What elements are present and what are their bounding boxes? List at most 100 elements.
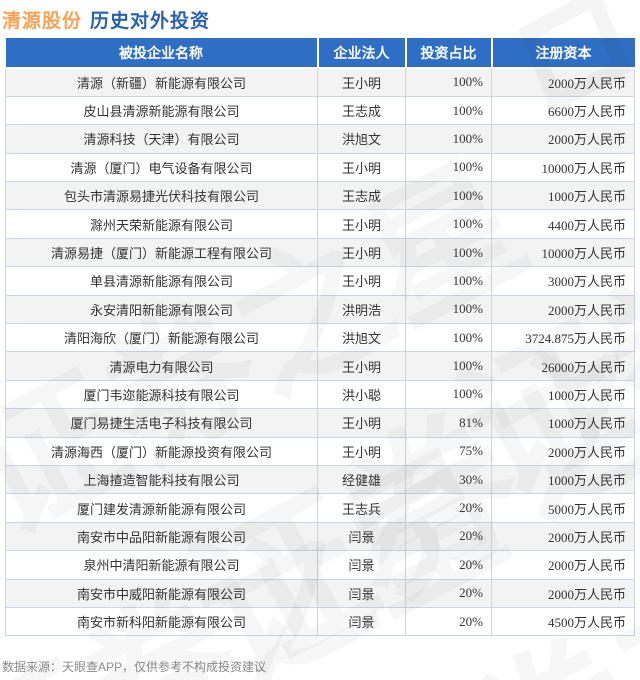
registered-capital-cell: 2000万人民币 bbox=[491, 521, 635, 552]
table-row: 清源海西（厦门）新能源投资有限公司 王小明 75% 2000万人民币 bbox=[5, 436, 635, 466]
table-row: 南安市中品阳新能源有限公司 闫景 20% 2000万人民币 bbox=[5, 521, 635, 552]
registered-capital-cell: 4400万人民币 bbox=[491, 209, 635, 239]
table-row: 包头市清源易捷光伏科技有限公司 王志成 100% 1000万人民币 bbox=[5, 181, 635, 211]
table-row: 皮山县清源新能源有限公司 王志成 100% 6600万人民币 bbox=[5, 95, 635, 126]
company-name-cell: 包头市清源易捷光伏科技有限公司 bbox=[5, 181, 318, 211]
registered-capital-cell: 3000万人民币 bbox=[491, 266, 635, 296]
legal-rep-cell: 王志兵 bbox=[317, 493, 406, 523]
stock-name: 清源股份 bbox=[2, 11, 83, 32]
registered-capital-cell: 10000万人民币 bbox=[491, 152, 635, 183]
investment-ratio-cell: 100% bbox=[405, 294, 492, 325]
legal-rep-cell: 王小明 bbox=[317, 408, 406, 438]
investment-ratio-cell: 81% bbox=[405, 408, 492, 438]
investment-ratio-cell: 100% bbox=[405, 67, 492, 97]
company-name-cell: 南安市新科阳新能源有限公司 bbox=[5, 606, 318, 637]
investment-ratio-cell: 100% bbox=[405, 209, 492, 239]
table-row: 厦门建发清源新能源有限公司 王志兵 20% 5000万人民币 bbox=[5, 493, 635, 523]
company-name-cell: 滁州天荣新能源有限公司 bbox=[5, 209, 318, 239]
registered-capital-cell: 2000万人民币 bbox=[491, 294, 635, 325]
table-row: 清源电力有限公司 王小明 100% 26000万人民币 bbox=[5, 351, 635, 381]
page-title: 清源股份 历史对外投资 bbox=[2, 6, 210, 33]
company-name-cell: 清源易捷（厦门）新能源工程有限公司 bbox=[5, 237, 318, 268]
table-row: 上海揸造智能科技有限公司 经健雄 30% 1000万人民币 bbox=[5, 464, 635, 495]
table-row: 厦门易捷生活电子科技有限公司 王小明 81% 1000万人民币 bbox=[5, 408, 635, 438]
investment-ratio-cell: 100% bbox=[405, 351, 492, 381]
registered-capital-cell: 2000万人民币 bbox=[491, 578, 635, 608]
registered-capital-cell: 6600万人民币 bbox=[491, 95, 635, 126]
legal-rep-cell: 王志成 bbox=[317, 95, 406, 126]
legal-rep-cell: 闫景 bbox=[317, 521, 406, 552]
registered-capital-cell: 4500万人民币 bbox=[491, 606, 635, 637]
company-name-cell: 清源（厦门）电气设备有限公司 bbox=[5, 152, 318, 183]
investment-ratio-cell: 20% bbox=[405, 550, 492, 580]
legal-rep-cell: 王小明 bbox=[317, 237, 406, 268]
legal-rep-cell: 王小明 bbox=[317, 351, 406, 381]
table-row: 泉州中清阳新能源有限公司 闫景 20% 2000万人民币 bbox=[5, 550, 635, 580]
legal-rep-cell: 王小明 bbox=[317, 266, 406, 296]
investment-ratio-cell: 100% bbox=[405, 95, 492, 126]
registered-capital-cell: 3724.875万人民币 bbox=[491, 323, 635, 353]
investment-ratio-cell: 30% bbox=[405, 464, 492, 495]
legal-rep-cell: 经健雄 bbox=[317, 464, 406, 495]
investment-ratio-cell: 100% bbox=[405, 152, 492, 183]
investment-ratio-cell: 20% bbox=[405, 521, 492, 552]
registered-capital-cell: 1000万人民币 bbox=[491, 181, 635, 211]
registered-capital-cell: 2000万人民币 bbox=[491, 550, 635, 580]
table-row: 永安清阳新能源有限公司 洪明浩 100% 2000万人民币 bbox=[5, 294, 635, 325]
table-row: 南安市中威阳新能源有限公司 闫景 20% 2000万人民币 bbox=[5, 578, 635, 608]
company-name-cell: 厦门韦迩能源科技有限公司 bbox=[5, 379, 318, 410]
registered-capital-cell: 2000万人民币 bbox=[491, 67, 635, 97]
table-row: 滁州天荣新能源有限公司 王小明 100% 4400万人民币 bbox=[5, 209, 635, 239]
legal-rep-cell: 王小明 bbox=[317, 67, 406, 97]
section-title: 历史对外投资 bbox=[90, 11, 211, 32]
registered-capital-cell: 1000万人民币 bbox=[491, 379, 635, 410]
investment-ratio-cell: 20% bbox=[405, 578, 492, 608]
legal-rep-cell: 闫景 bbox=[317, 606, 406, 637]
table-row: 清源科技（天津）有限公司 洪旭文 100% 2000万人民币 bbox=[5, 124, 635, 154]
company-name-cell: 单县清源新能源有限公司 bbox=[5, 266, 318, 296]
legal-rep-cell: 洪明浩 bbox=[317, 294, 406, 325]
company-name-cell: 皮山县清源新能源有限公司 bbox=[5, 95, 318, 126]
investment-ratio-cell: 100% bbox=[405, 124, 492, 154]
company-name-cell: 永安清阳新能源有限公司 bbox=[5, 294, 318, 325]
table-body: 清源（新疆）新能源有限公司 王小明 100% 2000万人民币 皮山县清源新能源有限公司… bbox=[5, 67, 635, 637]
column-header-company: 被投企业名称 bbox=[5, 38, 319, 69]
investments-table: 被投企业名称 企业法人 投资占比 注册资本 清源（新疆）新能源有限公司 王小明 10… bbox=[5, 38, 635, 637]
table-row: 清阳海欣（厦门）新能源有限公司 洪旭文 100% 3724.875万人民币 bbox=[5, 323, 635, 353]
legal-rep-cell: 闫景 bbox=[317, 578, 406, 608]
legal-rep-cell: 王志成 bbox=[317, 181, 406, 211]
column-header-ratio: 投资占比 bbox=[404, 38, 493, 69]
legal-rep-cell: 王小明 bbox=[317, 152, 406, 183]
investment-ratio-cell: 100% bbox=[405, 181, 492, 211]
company-name-cell: 泉州中清阳新能源有限公司 bbox=[5, 550, 318, 580]
legal-rep-cell: 洪旭文 bbox=[317, 124, 406, 154]
investment-ratio-cell: 100% bbox=[405, 379, 492, 410]
company-name-cell: 上海揸造智能科技有限公司 bbox=[5, 464, 318, 495]
company-name-cell: 清源海西（厦门）新能源投资有限公司 bbox=[5, 436, 318, 466]
registered-capital-cell: 5000万人民币 bbox=[491, 493, 635, 523]
company-name-cell: 清阳海欣（厦门）新能源有限公司 bbox=[5, 323, 318, 353]
investment-ratio-cell: 20% bbox=[405, 493, 492, 523]
table-row: 厦门韦迩能源科技有限公司 洪小聪 100% 1000万人民币 bbox=[5, 379, 635, 410]
table-row: 清源易捷（厦门）新能源工程有限公司 王小明 100% 10000万人民币 bbox=[5, 237, 635, 268]
column-header-legal: 企业法人 bbox=[316, 38, 407, 69]
company-name-cell: 清源电力有限公司 bbox=[5, 351, 318, 381]
legal-rep-cell: 王小明 bbox=[317, 436, 406, 466]
table-row: 单县清源新能源有限公司 王小明 100% 3000万人民币 bbox=[5, 266, 635, 296]
company-name-cell: 厦门建发清源新能源有限公司 bbox=[5, 493, 318, 523]
legal-rep-cell: 洪小聪 bbox=[317, 379, 406, 410]
company-name-cell: 南安市中威阳新能源有限公司 bbox=[5, 578, 318, 608]
table-row: 清源（厦门）电气设备有限公司 王小明 100% 10000万人民币 bbox=[5, 152, 635, 183]
legal-rep-cell: 闫景 bbox=[317, 550, 406, 580]
table-row: 南安市新科阳新能源有限公司 闫景 20% 4500万人民币 bbox=[5, 606, 635, 637]
investment-ratio-cell: 20% bbox=[405, 606, 492, 637]
legal-rep-cell: 洪旭文 bbox=[317, 323, 406, 353]
company-name-cell: 厦门易捷生活电子科技有限公司 bbox=[5, 408, 318, 438]
investment-ratio-cell: 100% bbox=[405, 266, 492, 296]
table-header: 被投企业名称 企业法人 投资占比 注册资本 bbox=[5, 38, 635, 69]
data-source-note: 数据来源：天眼查APP，仅供参考不构成投资建议 bbox=[2, 660, 267, 674]
registered-capital-cell: 26000万人民币 bbox=[491, 351, 635, 381]
company-name-cell: 清源科技（天津）有限公司 bbox=[5, 124, 318, 154]
registered-capital-cell: 10000万人民币 bbox=[491, 237, 635, 268]
